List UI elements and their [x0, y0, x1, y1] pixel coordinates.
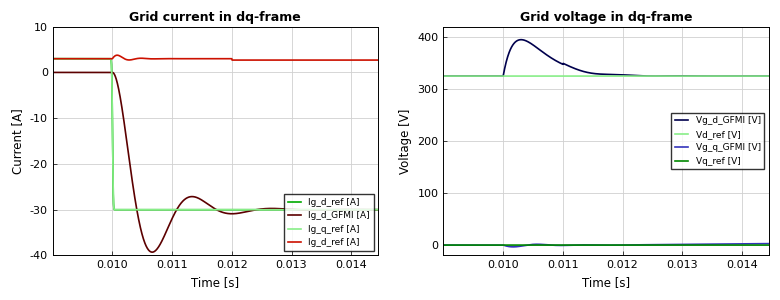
Legend: Vg_d_GFMI [V], Vd_ref [V], Vg_q_GFMI [V], Vq_ref [V]: Vg_d_GFMI [V], Vd_ref [V], Vg_q_GFMI [V]…: [672, 113, 764, 169]
Vg_d_GFMI [V]: [481, 74, 491, 78]
Ig_q_ref [A]: [270, 208, 279, 211]
Vg_q_GFMI [V]: [716, 242, 725, 246]
Legend: Ig_d_ref [A], Ig_d_GFMI [A], Ig_q_ref [A], Ig_d_ref [A]: Ig_d_ref [A], Ig_d_GFMI [A], Ig_q_ref [A…: [284, 194, 374, 251]
Ig_d_GFMI [A]: [147, 250, 157, 254]
Ig_d_GFMI [A]: [140, 240, 149, 243]
Vg_d_GFMI [V]: [516, 38, 526, 41]
Vd_ref [V]: [679, 74, 688, 78]
Line: Ig_d_GFMI [A]: Ig_d_GFMI [A]: [53, 72, 378, 252]
Y-axis label: Voltage [V]: Voltage [V]: [399, 108, 412, 174]
Title: Grid current in dq-frame: Grid current in dq-frame: [129, 11, 301, 24]
Vg_d_GFMI [V]: [764, 74, 773, 78]
Ig_d_ref [A]: [48, 57, 58, 61]
Ig_d_ref [A]: [48, 57, 58, 61]
Ig_d_ref [A]: [325, 208, 335, 211]
Y-axis label: Current [A]: Current [A]: [11, 108, 24, 174]
Ig_d_GFMI [A]: [48, 70, 58, 74]
Line: Vg_q_GFMI [V]: Vg_q_GFMI [V]: [444, 244, 768, 247]
Line: Vg_d_GFMI [V]: Vg_d_GFMI [V]: [444, 40, 768, 76]
Line: Ig_d_ref [A]: Ig_d_ref [A]: [53, 55, 378, 60]
Ig_d_ref [A]: [373, 58, 382, 62]
Ig_q_ref [A]: [325, 208, 335, 211]
Ig_d_GFMI [A]: [325, 208, 335, 211]
Ig_d_ref [A]: [289, 208, 298, 211]
Vq_ref [V]: [575, 243, 584, 247]
Vg_q_GFMI [V]: [481, 243, 491, 247]
Vd_ref [V]: [764, 74, 773, 78]
Ig_d_ref [A]: [270, 208, 279, 211]
Vq_ref [V]: [661, 243, 670, 247]
Ig_d_ref [A]: [90, 57, 100, 61]
Ig_q_ref [A]: [90, 57, 100, 61]
Ig_d_GFMI [A]: [270, 207, 279, 210]
Vg_q_GFMI [V]: [575, 243, 584, 247]
Vg_q_GFMI [V]: [439, 243, 448, 247]
Vq_ref [V]: [716, 243, 725, 247]
Vg_q_GFMI [V]: [661, 243, 670, 246]
Vg_q_GFMI [V]: [530, 242, 540, 246]
Ig_d_ref [A]: [112, 53, 122, 57]
Ig_d_ref [A]: [140, 57, 149, 60]
X-axis label: Time [s]: Time [s]: [191, 276, 239, 289]
Line: Ig_d_ref [A]: Ig_d_ref [A]: [53, 59, 378, 210]
Ig_q_ref [A]: [184, 208, 193, 211]
Ig_d_ref [A]: [325, 58, 335, 62]
Vd_ref [V]: [439, 74, 448, 78]
Vg_q_GFMI [V]: [509, 245, 518, 249]
Vg_d_GFMI [V]: [575, 69, 584, 72]
Ig_d_ref [A]: [289, 58, 298, 62]
Vg_q_GFMI [V]: [764, 242, 773, 245]
Ig_d_GFMI [A]: [90, 70, 100, 74]
Ig_d_ref [A]: [271, 58, 280, 62]
Ig_q_ref [A]: [140, 208, 149, 211]
Vq_ref [V]: [439, 243, 448, 247]
Vg_d_GFMI [V]: [439, 74, 448, 78]
Vd_ref [V]: [716, 74, 725, 78]
Line: Ig_q_ref [A]: Ig_q_ref [A]: [53, 59, 378, 210]
Ig_q_ref [A]: [48, 57, 58, 61]
Ig_d_ref [A]: [184, 208, 193, 211]
Ig_d_ref [A]: [111, 208, 120, 211]
Ig_d_ref [A]: [228, 58, 237, 62]
Ig_q_ref [A]: [289, 208, 298, 211]
Ig_d_ref [A]: [373, 208, 382, 211]
Ig_d_ref [A]: [140, 208, 149, 211]
Ig_q_ref [A]: [373, 208, 382, 211]
Vq_ref [V]: [764, 243, 773, 247]
Vg_q_GFMI [V]: [679, 242, 689, 246]
Vd_ref [V]: [575, 74, 584, 78]
Ig_d_GFMI [A]: [373, 208, 382, 211]
Vg_d_GFMI [V]: [679, 74, 689, 78]
Vq_ref [V]: [530, 243, 540, 247]
Ig_d_ref [A]: [184, 57, 193, 61]
Vd_ref [V]: [530, 74, 540, 78]
Ig_q_ref [A]: [111, 208, 120, 211]
Vd_ref [V]: [661, 74, 670, 78]
X-axis label: Time [s]: Time [s]: [582, 276, 630, 289]
Ig_d_GFMI [A]: [289, 208, 298, 211]
Ig_d_ref [A]: [90, 57, 100, 61]
Vg_d_GFMI [V]: [661, 74, 670, 78]
Ig_d_GFMI [A]: [184, 195, 193, 199]
Vd_ref [V]: [481, 74, 491, 78]
Title: Grid voltage in dq-frame: Grid voltage in dq-frame: [520, 11, 693, 24]
Vg_d_GFMI [V]: [530, 45, 540, 48]
Vq_ref [V]: [481, 243, 491, 247]
Vg_d_GFMI [V]: [707, 74, 716, 78]
Vq_ref [V]: [679, 243, 688, 247]
Vg_d_GFMI [V]: [717, 74, 726, 78]
